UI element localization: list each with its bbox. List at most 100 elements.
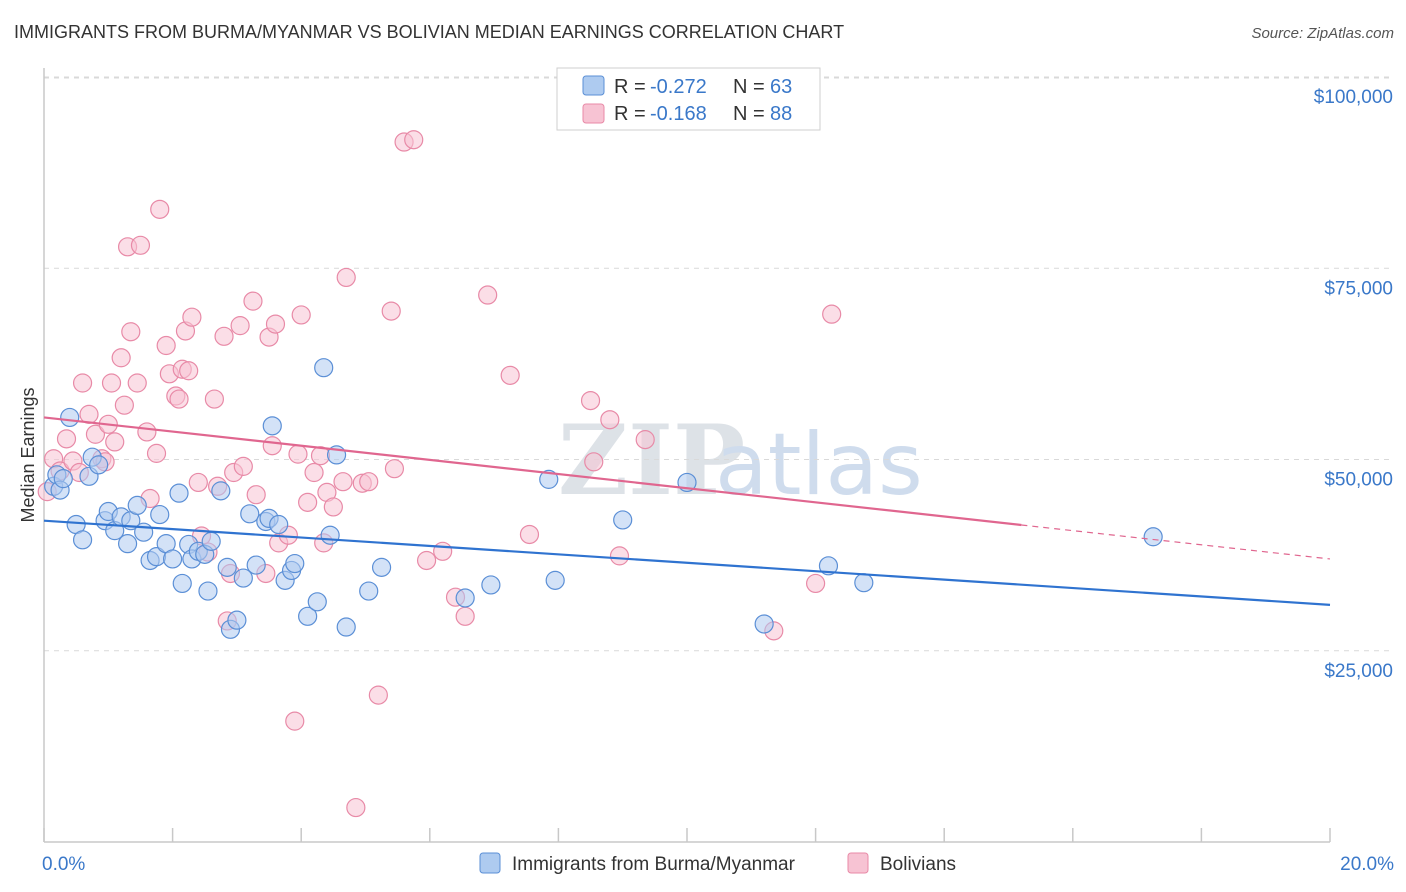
legend-blue-n-value: 63 (770, 76, 792, 98)
point-bolivians (265, 314, 286, 334)
point-bolivians (304, 462, 324, 483)
trend-line-bolivians (43, 416, 1022, 527)
point-bolivians (182, 307, 202, 327)
point-bolivians (288, 444, 308, 464)
point-burma (150, 504, 170, 525)
point-bolivians (246, 485, 266, 505)
point-burma (307, 592, 327, 612)
point-burma (269, 514, 289, 535)
point-burma (163, 549, 183, 569)
point-burma (262, 416, 282, 436)
point-burma (198, 581, 218, 601)
y-axis-tick-labels: $25,000 $50,000 $75,000 $100,000 (1314, 87, 1393, 682)
point-bolivians (72, 373, 93, 393)
point-bolivians (127, 373, 147, 393)
bottom-legend-swatch-blue (479, 852, 501, 874)
legend-blue-r-label: R = (614, 76, 646, 98)
point-bolivians (169, 389, 189, 409)
point-bolivians (519, 524, 540, 545)
point-bolivians (298, 492, 318, 512)
point-burma (117, 534, 138, 554)
point-burma (854, 573, 874, 593)
watermark-atlas: atlas (715, 415, 923, 515)
point-bolivians (85, 424, 106, 444)
legend-blue-n-label: N = (733, 76, 765, 98)
point-bolivians (359, 472, 379, 492)
y-axis-label: Median Earnings (18, 387, 38, 522)
bottom-legend-swatch-pink (847, 852, 869, 874)
legend-pink-n-label: N = (733, 103, 765, 125)
point-burma (201, 531, 221, 551)
y-tick-label: $75,000 (1324, 278, 1393, 299)
point-bolivians (243, 291, 263, 311)
point-bolivians (150, 199, 170, 219)
point-burma (89, 455, 109, 475)
bottom-legend-label-pink: Bolivians (880, 854, 956, 875)
chart-source: Source: ZipAtlas.com (1251, 25, 1394, 42)
point-bolivians (179, 361, 199, 381)
point-burma (246, 555, 266, 575)
series-legend: Immigrants from Burma/Myanmar Bolivians (479, 852, 956, 875)
point-burma (613, 510, 633, 530)
point-bolivians (805, 573, 826, 594)
point-burma (60, 407, 80, 428)
watermark: ZIP atlas (558, 404, 923, 517)
point-burma (336, 617, 356, 637)
point-burma (1143, 527, 1163, 547)
point-bolivians (146, 443, 167, 463)
point-burma (359, 581, 379, 601)
point-burma (320, 525, 340, 545)
point-bolivians (121, 322, 141, 342)
point-bolivians (214, 326, 234, 346)
point-burma (371, 557, 392, 577)
point-bolivians (56, 429, 77, 449)
point-bolivians (433, 541, 453, 561)
trend-line-bolivians-extension (1021, 524, 1331, 560)
point-bolivians (156, 335, 176, 356)
point-burma (298, 606, 318, 626)
point-bolivians (478, 285, 498, 305)
point-bolivians (381, 301, 401, 321)
point-bolivians (384, 459, 405, 479)
y-tick-label: $100,000 (1314, 87, 1393, 108)
point-bolivians (580, 390, 601, 411)
point-bolivians (333, 472, 353, 492)
point-bolivians (609, 546, 630, 566)
point-bolivians (188, 472, 208, 493)
point-bolivians (600, 410, 620, 430)
point-burma (754, 614, 774, 634)
point-bolivians (368, 685, 388, 705)
point-burma (240, 504, 260, 524)
point-bolivians (323, 497, 343, 517)
point-bolivians (105, 432, 125, 452)
point-bolivians (262, 436, 282, 456)
point-bolivians (404, 130, 424, 150)
point-bolivians (111, 348, 131, 368)
stats-legend: R = -0.272 N = 63 R = -0.168 N = 88 (556, 67, 821, 131)
point-bolivians (101, 373, 122, 393)
point-bolivians (285, 711, 305, 731)
legend-pink-r-label: R = (614, 103, 646, 125)
point-burma (227, 610, 247, 630)
point-burma (169, 483, 189, 503)
point-burma (172, 573, 192, 594)
point-burma (285, 553, 305, 574)
trend-lines (43, 416, 1331, 606)
point-burma (545, 570, 565, 590)
point-bolivians (500, 365, 520, 385)
point-burma (72, 530, 93, 550)
point-bolivians (346, 797, 366, 818)
x-axis-ticks (43, 828, 1331, 842)
point-burma (539, 469, 559, 489)
point-bolivians (230, 316, 250, 336)
point-bolivians (130, 235, 151, 255)
legend-swatch-blue (582, 75, 605, 96)
point-burma (53, 469, 73, 489)
series-bolivians-points (37, 130, 842, 818)
point-burma (481, 575, 501, 595)
point-bolivians (584, 452, 604, 472)
y-tick-label: $25,000 (1324, 661, 1393, 682)
x-tick-label-min: 0.0% (42, 854, 85, 875)
point-bolivians (336, 267, 356, 288)
point-burma (314, 358, 334, 378)
